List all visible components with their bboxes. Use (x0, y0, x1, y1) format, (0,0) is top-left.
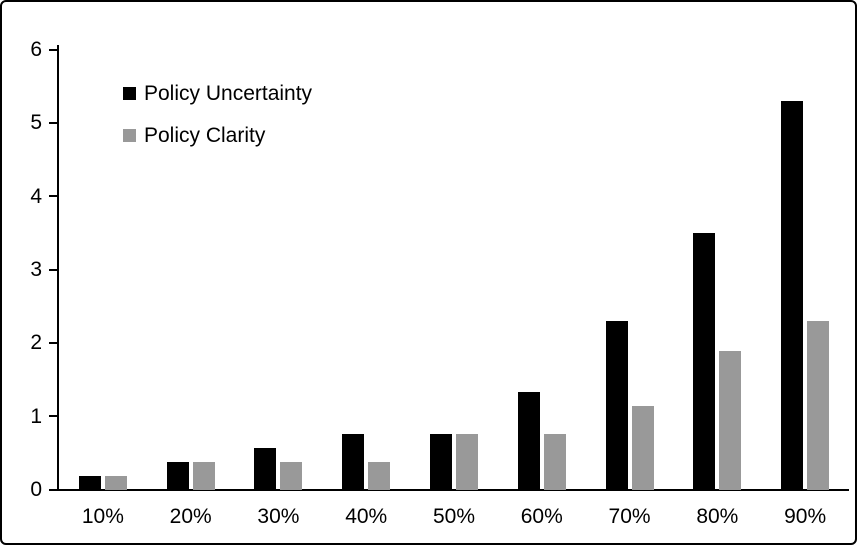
x-axis-tick-label: 40% (345, 505, 388, 528)
bar-policy-uncertainty-50% (430, 433, 452, 490)
bar-policy-clarity-70% (631, 405, 654, 490)
y-axis-tick (49, 268, 57, 271)
y-axis-tick-label: 3 (30, 258, 42, 281)
bar-policy-uncertainty-60% (517, 392, 540, 490)
bar-policy-clarity-90% (807, 321, 830, 490)
legend-swatch-black-icon (123, 87, 136, 100)
y-axis-tick (49, 415, 57, 418)
x-axis-tick-label: 80% (696, 505, 739, 528)
y-axis-line (57, 45, 59, 491)
bar-policy-uncertainty-20% (166, 462, 189, 490)
bar-policy-clarity-30% (280, 462, 303, 490)
x-axis-tick-label: 50% (432, 505, 476, 528)
bar-policy-clarity-60% (543, 433, 566, 490)
bar-policy-uncertainty-80% (693, 233, 716, 490)
bar-policy-clarity-40% (368, 462, 391, 490)
bar-policy-clarity-80% (719, 350, 742, 490)
bar-policy-clarity-10% (104, 476, 127, 490)
y-axis-tick (49, 488, 57, 491)
x-axis-tick-label: 30% (257, 505, 300, 528)
y-axis-tick-label: 5 (30, 111, 42, 135)
y-axis-tick-label: 1 (30, 404, 42, 428)
x-axis-tick-label: 60% (520, 505, 563, 528)
legend-item-policy-clarity: Policy Clarity (123, 121, 312, 150)
bar-policy-uncertainty-90% (781, 101, 804, 490)
y-axis-tick (49, 48, 57, 51)
legend-label-policy-clarity: Policy Clarity (144, 123, 266, 147)
x-axis-tick-label: 70% (608, 505, 651, 528)
chart-legend: Policy Uncertainty Policy Clarity (123, 79, 312, 150)
bar-policy-uncertainty-70% (605, 321, 628, 490)
y-axis-tick (49, 341, 57, 344)
bar-policy-uncertainty-30% (254, 448, 277, 490)
x-axis-tick-label: 90% (784, 505, 827, 528)
y-axis-tick-label: 0 (30, 478, 42, 501)
x-axis-line (57, 489, 849, 491)
bar-policy-uncertainty-10% (78, 476, 101, 490)
y-axis-tick (49, 121, 57, 124)
legend-swatch-gray-icon (123, 129, 136, 142)
bar-policy-clarity-20% (192, 462, 215, 490)
y-axis-tick (49, 195, 57, 198)
legend-item-policy-uncertainty: Policy Uncertainty (123, 79, 312, 108)
bar-policy-clarity-50% (456, 433, 478, 490)
y-axis-tick-label: 4 (30, 184, 42, 208)
x-axis-tick-label: 20% (169, 505, 212, 528)
y-axis-tick-label: 6 (30, 38, 42, 61)
x-axis-tick-label: 10% (81, 505, 124, 528)
bar-policy-uncertainty-40% (342, 433, 365, 490)
y-axis-tick-label: 2 (30, 331, 42, 355)
legend-label-policy-uncertainty: Policy Uncertainty (144, 81, 313, 105)
